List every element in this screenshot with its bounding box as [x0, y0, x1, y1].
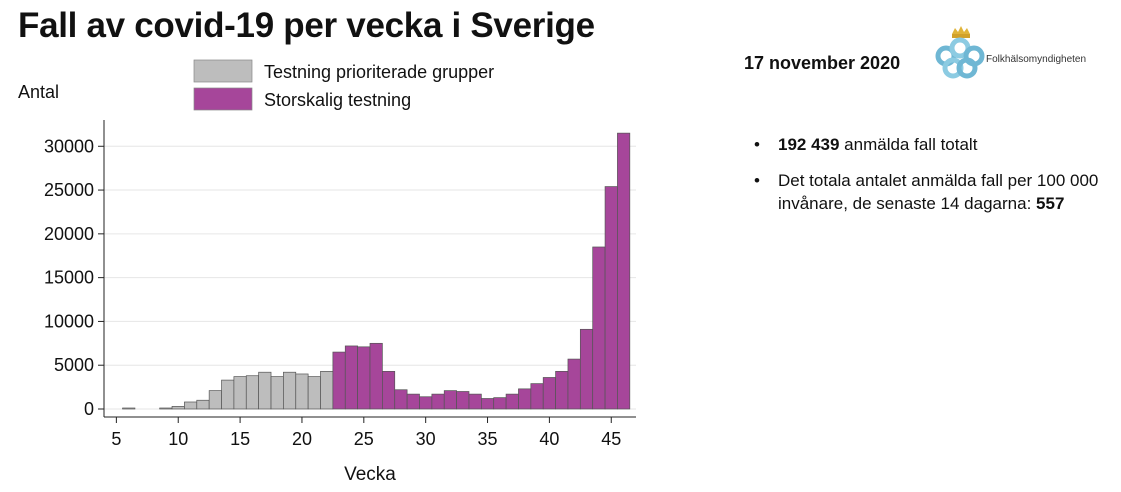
- y-tick-label: 30000: [44, 136, 94, 156]
- bar: [443, 390, 457, 410]
- legend-swatch: [193, 59, 253, 83]
- bar: [518, 388, 532, 410]
- fact-incidence-text: Det totala antalet anmälda fall per 100 …: [778, 171, 1099, 213]
- y-tick-label: 15000: [44, 268, 94, 288]
- y-tick-label: 0: [84, 399, 94, 419]
- fact-total-value: 192 439: [778, 135, 840, 154]
- bar: [332, 351, 346, 410]
- legend-label: Testning prioriterade grupper: [264, 62, 494, 82]
- x-tick-label: 40: [539, 429, 559, 449]
- bar: [208, 390, 222, 410]
- bar: [419, 396, 433, 410]
- bar: [122, 407, 136, 410]
- bar: [307, 376, 321, 410]
- bar: [567, 358, 581, 410]
- y-tick-label: 10000: [44, 311, 94, 331]
- bar: [431, 393, 445, 410]
- y-tick-label: 25000: [44, 180, 94, 200]
- x-axis-label: Vecka: [344, 464, 396, 485]
- bar: [283, 371, 297, 410]
- bar: [320, 370, 334, 410]
- bar: [184, 401, 198, 410]
- x-tick-label: 5: [111, 429, 121, 449]
- bar: [245, 375, 260, 410]
- bar: [604, 186, 618, 410]
- bar: [542, 377, 556, 410]
- report-date: 17 november 2020: [744, 53, 901, 73]
- bullet-icon: •: [754, 171, 760, 190]
- x-tick-label: 15: [230, 429, 250, 449]
- bar: [394, 389, 408, 410]
- bar: [617, 132, 631, 410]
- bar: [579, 328, 594, 410]
- bar: [357, 346, 371, 410]
- y-tick-label: 20000: [44, 224, 94, 244]
- bar: [159, 407, 173, 410]
- bar: [233, 376, 247, 410]
- bar: [406, 393, 420, 410]
- legend: Testning prioriterade grupper Storskalig …: [193, 59, 494, 111]
- y-axis-label: Antal: [18, 82, 59, 102]
- bullet-icon: •: [754, 135, 760, 154]
- legend-swatch: [193, 87, 253, 111]
- fact-incidence-value: 557: [1036, 194, 1065, 213]
- bar: [468, 393, 482, 410]
- bar: [369, 342, 383, 410]
- axes: 0 5000 10000 15000 20000 25000 30000 5 10 15 20 25 3…: [44, 120, 636, 449]
- bar: [221, 379, 235, 410]
- bars: [122, 132, 631, 410]
- bar: [171, 406, 185, 410]
- bar: [555, 370, 569, 410]
- bar: [592, 246, 606, 410]
- bar: [258, 371, 272, 410]
- legend-label: Storskalig testning: [264, 90, 411, 110]
- slide-title: Fall av covid-19 per vecka i Sverige: [18, 6, 595, 45]
- bar: [344, 345, 358, 410]
- bar: [295, 373, 309, 410]
- logo-text: Folkhälsomyndigheten: [986, 54, 1087, 65]
- x-tick-label: 10: [168, 429, 188, 449]
- bar: [505, 393, 519, 410]
- x-tick-label: 35: [478, 429, 498, 449]
- fact-total-text: anmälda fall totalt: [839, 135, 978, 154]
- fact-incidence: • Det totala antalet anmälda fall per 10…: [750, 169, 1110, 215]
- fact-total-cases: • 192 439 anmälda fall totalt: [750, 133, 1110, 156]
- bar: [456, 391, 470, 410]
- x-tick-label: 25: [354, 429, 374, 449]
- bar: [480, 398, 495, 410]
- x-tick-label: 45: [601, 429, 621, 449]
- weekly-cases-chart: 0 5000 10000 15000 20000 25000 30000 5 10 15 20 25 3…: [18, 59, 636, 485]
- bar: [493, 397, 507, 410]
- bar: [382, 370, 396, 410]
- agency-logo: Folkhälsomyndigheten: [930, 18, 1120, 88]
- bar: [530, 383, 544, 410]
- y-tick-label: 5000: [54, 355, 94, 375]
- logo-mark-icon: [935, 26, 985, 79]
- bar: [196, 399, 210, 410]
- x-tick-label: 20: [292, 429, 312, 449]
- bar: [270, 376, 284, 410]
- key-facts: • 192 439 anmälda fall totalt • Det tota…: [750, 133, 1110, 228]
- x-tick-label: 30: [416, 429, 436, 449]
